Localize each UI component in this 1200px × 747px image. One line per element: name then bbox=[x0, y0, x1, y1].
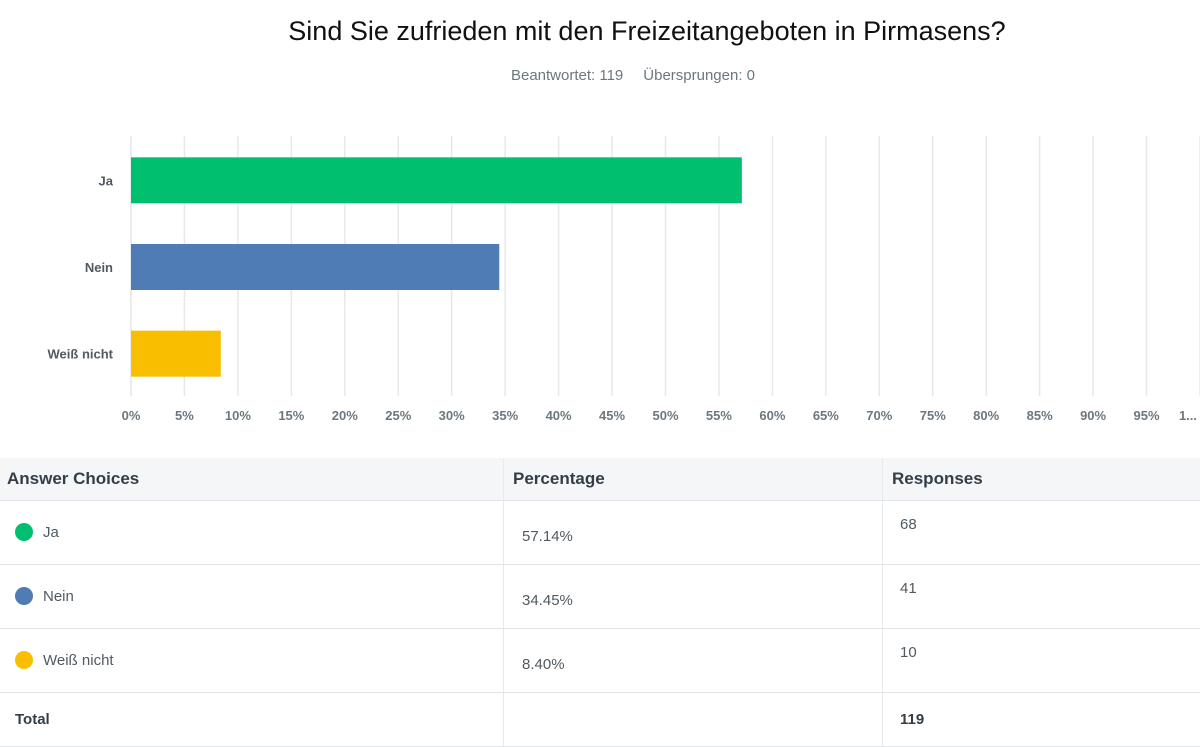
x-tick-label: 50% bbox=[652, 408, 678, 423]
answer-label: Ja bbox=[43, 524, 59, 541]
responses-cell: 10 bbox=[883, 629, 1200, 693]
table-row: Nein 34.45% 41 bbox=[0, 565, 1200, 629]
x-tick-label: 45% bbox=[599, 408, 625, 423]
x-tick-label: 70% bbox=[866, 408, 892, 423]
table-row: Weiß nicht 8.40% 10 bbox=[0, 629, 1200, 693]
x-tick-label: 40% bbox=[546, 408, 572, 423]
bar-ja bbox=[131, 157, 742, 203]
header-responses: Responses bbox=[883, 458, 1200, 501]
legend-dot-nein bbox=[15, 587, 33, 605]
category-label: Ja bbox=[99, 173, 114, 188]
percentage-cell: 57.14% bbox=[504, 501, 883, 565]
x-tick-label: 20% bbox=[332, 408, 358, 423]
answer-choice: Weiß nicht bbox=[0, 629, 504, 693]
answered-count: Beantwortet: 119 bbox=[511, 67, 623, 84]
total-row: Total 119 bbox=[0, 693, 1200, 747]
table-row: Ja 57.14% 68 bbox=[0, 501, 1200, 565]
responses-cell: 41 bbox=[883, 565, 1200, 629]
x-tick-label: 15% bbox=[278, 408, 304, 423]
percentage-cell: 34.45% bbox=[504, 565, 883, 629]
x-tick-label: 60% bbox=[759, 408, 785, 423]
x-tick-label: 85% bbox=[1027, 408, 1053, 423]
responses-cell: 68 bbox=[883, 501, 1200, 565]
x-tick-label: 65% bbox=[813, 408, 839, 423]
response-summary: Beantwortet: 119 Übersprungen: 0 bbox=[0, 67, 1200, 84]
total-empty-cell bbox=[504, 693, 883, 747]
x-tick-label: 1... bbox=[1179, 408, 1197, 423]
table-header-row: Answer Choices Percentage Responses bbox=[0, 458, 1200, 501]
answer-label: Weiß nicht bbox=[43, 652, 114, 669]
bar-chart: 0% 5% 10% 15% 20% 25% 30% 35% 40% 45% 50% 55% 60% 65%… bbox=[0, 120, 1200, 435]
legend-dot-ja bbox=[15, 523, 33, 541]
bar-nein bbox=[131, 244, 499, 290]
answer-choice: Nein bbox=[0, 565, 504, 629]
x-tick-label: 25% bbox=[385, 408, 411, 423]
header-answer-choices: Answer Choices bbox=[0, 458, 504, 501]
total-value: 119 bbox=[883, 693, 1200, 747]
answers-table: Answer Choices Percentage Responses Ja 5… bbox=[0, 458, 1200, 747]
total-label: Total bbox=[0, 693, 504, 747]
x-tick-label: 30% bbox=[439, 408, 465, 423]
x-tick-label: 95% bbox=[1134, 408, 1160, 423]
skipped-count: Übersprungen: 0 bbox=[643, 67, 755, 84]
chart-title: Sind Sie zufrieden mit den Freizeitangeb… bbox=[0, 16, 1200, 47]
percentage-cell: 8.40% bbox=[504, 629, 883, 693]
x-tick-label: 0% bbox=[122, 408, 141, 423]
bar-wei-nicht bbox=[131, 331, 221, 377]
category-label: Weiß nicht bbox=[48, 347, 114, 362]
x-tick-label: 5% bbox=[175, 408, 194, 423]
answer-choice: Ja bbox=[0, 501, 504, 565]
x-tick-label: 80% bbox=[973, 408, 999, 423]
x-tick-label: 10% bbox=[225, 408, 251, 423]
x-tick-label: 75% bbox=[920, 408, 946, 423]
category-label: Nein bbox=[85, 260, 113, 275]
x-tick-label: 90% bbox=[1080, 408, 1106, 423]
legend-dot-weiss-nicht bbox=[15, 651, 33, 669]
answer-label: Nein bbox=[43, 588, 74, 605]
x-tick-label: 35% bbox=[492, 408, 518, 423]
x-tick-label: 55% bbox=[706, 408, 732, 423]
header-percentage: Percentage bbox=[504, 458, 883, 501]
